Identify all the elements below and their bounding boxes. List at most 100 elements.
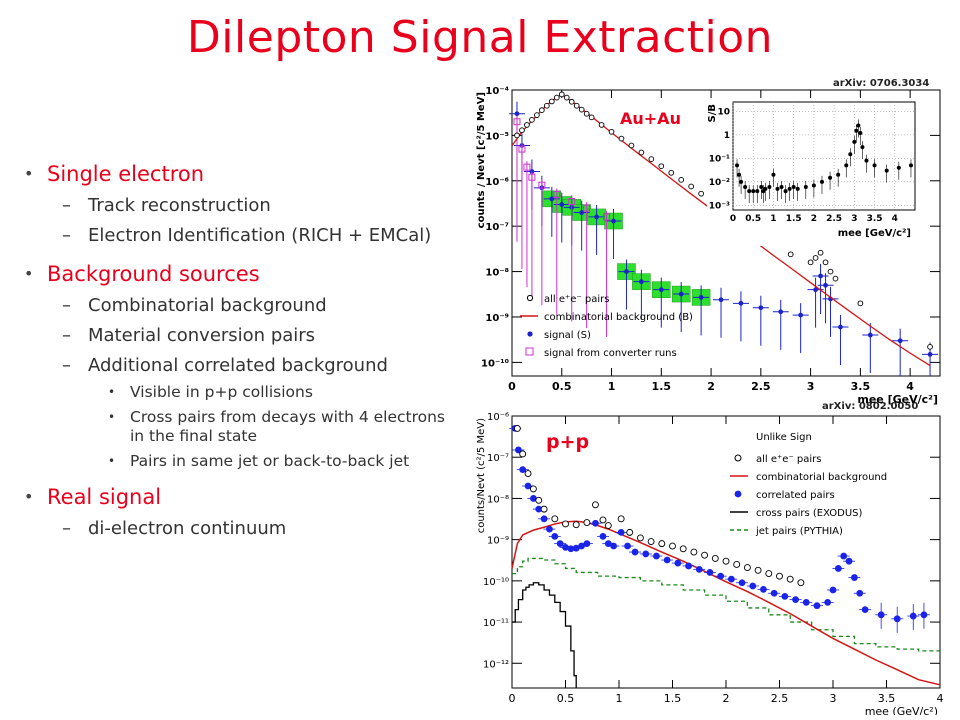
- inset-point: [828, 175, 833, 180]
- correlated-point: [556, 540, 564, 548]
- inset-x-tick-label: 3.5: [867, 214, 883, 224]
- all-pairs-point: [539, 107, 545, 113]
- y-tick-label: 10⁻⁷: [487, 453, 509, 464]
- all-pairs-point: [812, 255, 819, 261]
- y-tick-label: 10⁻⁵: [485, 131, 509, 142]
- inset-point: [737, 172, 742, 177]
- all-pairs-point: [514, 132, 520, 139]
- y-axis-label: counts / Nevt [c²/5 MeV]: [476, 92, 487, 228]
- all-pairs-point: [817, 249, 824, 256]
- correlated-point: [583, 540, 591, 548]
- plot-frame: [511, 415, 941, 689]
- y-axis-label: counts/Nevt (c²/5 MeV): [476, 418, 487, 533]
- correlated-point: [738, 579, 746, 587]
- correlated-point: [599, 532, 607, 540]
- converter-point: [523, 163, 531, 171]
- inset-x-tick-label: 1: [770, 214, 776, 224]
- correlated-point: [551, 532, 559, 540]
- inset-point: [771, 172, 776, 177]
- sub-bullet-electron-id: – Electron Identification (RICH + EMCal): [62, 225, 432, 246]
- legend-entry: signal from converter runs: [544, 348, 677, 359]
- inset-point: [739, 179, 744, 184]
- y-tick-label: 10⁻⁷: [485, 222, 509, 233]
- correlated-point: [663, 556, 671, 564]
- correlated-point: [515, 446, 522, 454]
- all-pairs-point: [604, 522, 612, 529]
- y-tick-label: 10⁻⁹: [487, 536, 509, 547]
- all-pairs-point: [743, 564, 751, 572]
- all-pairs-point: [807, 259, 814, 266]
- dash-marker: –: [62, 195, 71, 216]
- converter-point: [568, 197, 576, 205]
- correlated-point: [631, 548, 639, 556]
- correlated-point: [617, 528, 625, 536]
- sub-bullet-additional-correlated: – Additional correlated background: [62, 355, 388, 376]
- x-tick-label: 3.5: [878, 692, 896, 705]
- inset-point: [743, 185, 748, 190]
- x-tick-label: 4: [937, 692, 944, 705]
- x-tick-label: 0: [509, 692, 516, 705]
- inset-point: [803, 185, 808, 190]
- all-pairs-point: [679, 545, 687, 553]
- y-tick-label: 10⁻¹⁰: [481, 358, 509, 369]
- all-pairs-point: [553, 94, 560, 101]
- all-pairs-point: [822, 259, 829, 266]
- inset-point: [852, 139, 857, 144]
- converter-point: [553, 190, 561, 198]
- inset-frame: [732, 101, 916, 211]
- slide-title: Dilepton Signal Extraction: [186, 12, 774, 63]
- sub-sub-bullet-cross-pairs: Cross pairs from decays with 4 electrons…: [22, 408, 462, 446]
- x-tick-label: 1.5: [664, 692, 682, 705]
- all-pairs-point: [535, 496, 543, 504]
- correlated-point: [567, 545, 575, 553]
- signal-point: [611, 218, 616, 224]
- inset-x-tick-label: 0: [730, 214, 736, 224]
- legend-entry: combinatorial background (B): [544, 312, 693, 323]
- x-tick-label: 1: [608, 380, 616, 393]
- x-tick-label: 3: [807, 380, 815, 393]
- all-pairs-point: [573, 102, 580, 109]
- reference-pp: arXiv: 0802.0050: [822, 401, 919, 412]
- correlated-point: [920, 611, 928, 619]
- correlated-point: [851, 574, 858, 581]
- all-pairs-point: [578, 106, 585, 113]
- inset-point: [811, 183, 816, 188]
- dash-marker: –: [62, 295, 71, 316]
- y-tick-label: 10⁻¹¹: [483, 618, 509, 629]
- all-pairs-point: [519, 127, 525, 134]
- all-pairs-point: [658, 163, 665, 170]
- signal-point: [813, 287, 818, 293]
- inset-x-tick-label: 2: [811, 214, 817, 224]
- all-pairs-point: [628, 142, 635, 149]
- inset-x-axis-label: mee [GeV/c²]: [838, 228, 911, 239]
- sub-bullet-material-conversion: – Material conversion pairs: [62, 325, 316, 346]
- converter-point: [518, 145, 526, 153]
- inset-point: [787, 186, 792, 191]
- correlated-point: [829, 586, 837, 594]
- all-pairs-point: [776, 572, 783, 580]
- signal-point: [818, 273, 823, 279]
- x-tick-label: 3.5: [851, 380, 871, 393]
- correlated-point: [770, 589, 778, 597]
- legend-entry: cross pairs (EXODUS): [756, 508, 863, 519]
- correlated-point: [604, 540, 612, 548]
- all-pairs-point: [617, 515, 625, 523]
- correlated-point: [813, 602, 821, 610]
- inset-y-tick-label: 10⁻¹: [709, 154, 730, 164]
- all-pairs-point: [583, 110, 590, 117]
- correlated-point: [685, 562, 692, 570]
- signal-point: [624, 269, 629, 274]
- x-tick-label: 1.5: [652, 380, 672, 393]
- inset-point: [795, 186, 800, 191]
- inset-y-tick-label: 10⁻³: [709, 201, 730, 211]
- inset-y-axis-label: S/B: [707, 104, 718, 122]
- all-pairs-point: [618, 135, 625, 142]
- all-pairs-point: [572, 521, 580, 529]
- legend-marker: [526, 294, 534, 302]
- inset-point: [854, 128, 859, 133]
- x-tick-label: 4: [906, 380, 914, 393]
- inset-x-tick-label: 2.5: [826, 214, 842, 224]
- correlated-point: [781, 592, 789, 600]
- all-pairs-point: [786, 575, 794, 583]
- all-pairs-point: [733, 560, 741, 568]
